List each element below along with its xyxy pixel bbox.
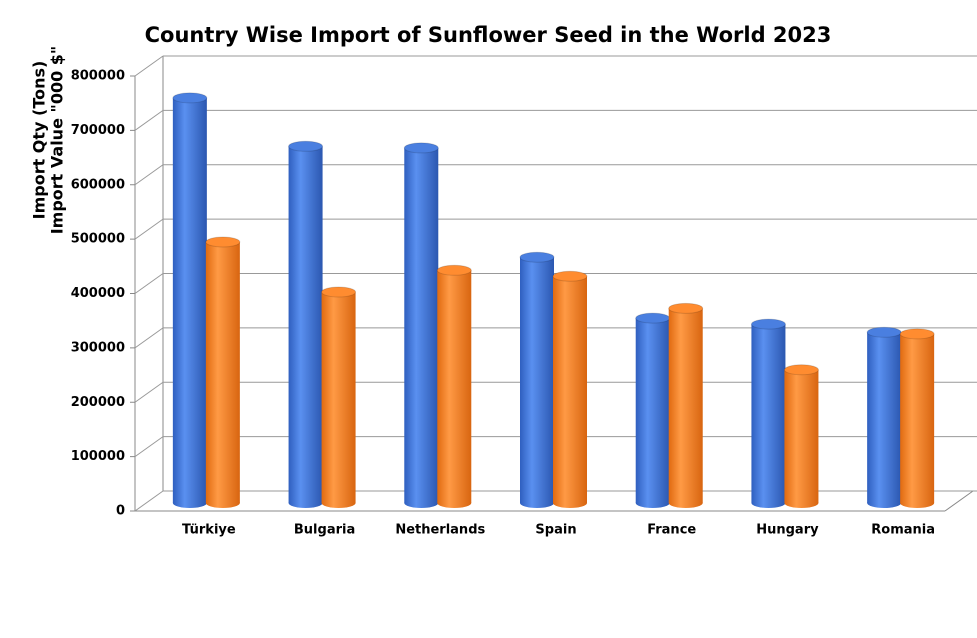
floor-right bbox=[944, 490, 974, 512]
grid-line-side bbox=[134, 490, 164, 512]
x-tick-label: Türkiye bbox=[182, 523, 236, 538]
bar-body bbox=[205, 242, 240, 503]
y-tick-label: 600000 bbox=[71, 177, 125, 192]
chart-title: Country Wise Import of Sunflower Seed in… bbox=[145, 23, 832, 47]
bar-top bbox=[783, 364, 819, 376]
y-tick-label: 700000 bbox=[71, 123, 125, 138]
bar-body bbox=[288, 146, 323, 504]
bar-body bbox=[321, 292, 356, 503]
bar bbox=[635, 312, 671, 508]
y-tick-label: 300000 bbox=[71, 340, 125, 355]
bar bbox=[205, 236, 241, 508]
bar bbox=[403, 142, 439, 508]
bar-body bbox=[520, 257, 554, 503]
bar bbox=[321, 286, 357, 508]
bar-body bbox=[867, 332, 902, 503]
bar bbox=[436, 264, 472, 508]
bar-body bbox=[900, 333, 935, 503]
bar-top bbox=[172, 92, 208, 104]
bar bbox=[783, 364, 819, 508]
bar-body bbox=[172, 97, 207, 503]
grid-line-side bbox=[134, 381, 164, 403]
bar bbox=[668, 302, 704, 508]
bar-top bbox=[519, 251, 555, 263]
bar-top bbox=[635, 312, 671, 324]
y-tick-label: 400000 bbox=[71, 286, 125, 301]
grid-line-side bbox=[134, 164, 164, 186]
y-label-line: Import Value "000 $" bbox=[48, 46, 67, 235]
bar-top bbox=[403, 142, 439, 154]
x-tick-label: Hungary bbox=[756, 523, 819, 538]
x-tick-label: France bbox=[647, 523, 696, 538]
bar-top bbox=[321, 286, 357, 298]
bar bbox=[288, 140, 324, 508]
bar-top bbox=[668, 302, 704, 314]
bar-top bbox=[205, 236, 241, 248]
bar bbox=[899, 328, 935, 508]
x-tick-label: Romania bbox=[871, 523, 935, 538]
y-tick-label: 100000 bbox=[71, 449, 125, 464]
grid-line-side bbox=[134, 327, 164, 349]
y-label-line: Import Qty (Tons) bbox=[30, 61, 49, 220]
bar-top bbox=[899, 328, 935, 340]
x-tick-label: Netherlands bbox=[395, 523, 485, 538]
y-tick-label: 500000 bbox=[71, 232, 125, 247]
bar-body bbox=[635, 318, 670, 503]
grid-line-side bbox=[134, 436, 164, 458]
bar-top bbox=[866, 326, 902, 338]
y-tick-label: 0 bbox=[116, 504, 125, 519]
bar-top bbox=[288, 140, 324, 152]
bar bbox=[519, 251, 555, 508]
y-tick-label: 800000 bbox=[71, 69, 125, 84]
bar-body bbox=[668, 308, 703, 503]
x-tick-label: Bulgaria bbox=[294, 523, 355, 538]
x-tick-label: Spain bbox=[535, 523, 576, 538]
bar-body bbox=[437, 270, 472, 503]
bar-top bbox=[552, 270, 588, 282]
bar-body bbox=[553, 276, 587, 503]
y-axis-label: Import Qty (Tons) Import Value "000 $" bbox=[30, 46, 67, 235]
grid-line-side bbox=[134, 218, 164, 240]
grid-line-side bbox=[134, 273, 164, 294]
grid-line-side bbox=[134, 109, 164, 131]
bar-body bbox=[751, 324, 786, 503]
bar-top bbox=[750, 318, 786, 330]
bar-top bbox=[436, 264, 472, 276]
bar bbox=[866, 326, 902, 508]
bar-body bbox=[784, 369, 819, 503]
bar bbox=[750, 318, 786, 508]
bar bbox=[172, 92, 208, 508]
grid-line-side bbox=[134, 55, 164, 77]
y-tick-label: 200000 bbox=[71, 395, 125, 410]
bar bbox=[552, 270, 588, 508]
bar-body bbox=[404, 147, 439, 503]
